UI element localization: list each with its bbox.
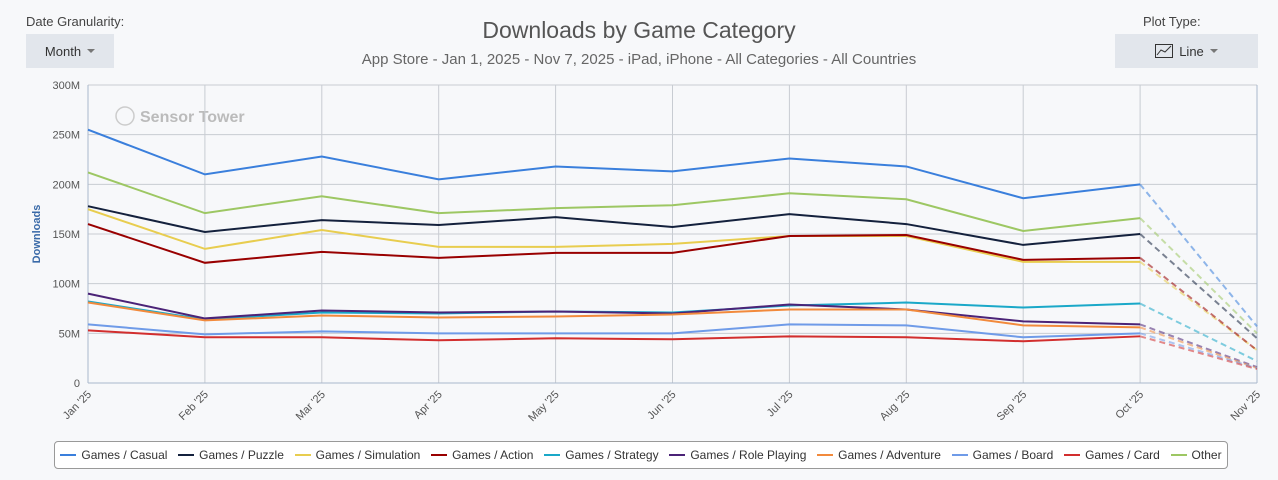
legend-label: Games / Action [452, 448, 534, 462]
legend: Games / Casual Games / Puzzle Games / Simu… [54, 441, 1228, 469]
series-line [87, 205, 1141, 246]
y-axis-label: Downloads [31, 205, 43, 264]
series-line [87, 128, 1141, 200]
legend-label: Games / Adventure [838, 448, 941, 462]
x-tick-label: Nov '25 [1229, 389, 1264, 424]
legend-swatch [544, 454, 561, 456]
legend-swatch [60, 454, 77, 456]
series-partial-line [1139, 302, 1258, 363]
legend-item[interactable]: Games / Strategy [544, 448, 659, 462]
line-chart: Sensor Tower 0 50M 100M 150M 200M 250M 300M Jan … [31, 80, 1264, 424]
legend-swatch [669, 454, 686, 456]
granularity-dropdown[interactable]: Month [26, 34, 114, 68]
x-tick-label: May '25 [526, 389, 561, 424]
series-partial-line [1139, 183, 1258, 328]
series-line [87, 208, 1141, 263]
x-tick-label: Feb '25 [177, 389, 211, 423]
legend-item[interactable]: Games / Casual [60, 448, 167, 462]
y-tick-label: 100M [52, 279, 80, 291]
y-tick-label: 50M [59, 328, 80, 340]
x-tick-label: Jul '25 [765, 389, 796, 420]
series-partial-line [1139, 332, 1258, 370]
legend-swatch [431, 454, 448, 456]
watermark: Sensor Tower [140, 109, 245, 126]
line-chart-icon [1155, 44, 1174, 58]
x-tick-label: Mar '25 [294, 389, 328, 423]
legend-swatch [951, 454, 968, 456]
series-partial-line [1139, 217, 1258, 335]
series-line [87, 223, 1141, 264]
x-tick-label: Jan '25 [61, 389, 94, 422]
legend-item[interactable]: Games / Board [951, 448, 1054, 462]
legend-item[interactable]: Games / Role Playing [669, 448, 806, 462]
plot-type-dropdown[interactable]: Line [1115, 34, 1258, 68]
y-tick-label: 0 [74, 378, 80, 390]
plot-type-label: Plot Type: [1143, 14, 1201, 29]
series-line [87, 292, 1141, 326]
legend-label: Games / Strategy [565, 448, 659, 462]
legend-label: Games / Role Playing [690, 448, 807, 462]
series-line [87, 323, 1141, 339]
legend-label: Games / Board [972, 448, 1054, 462]
x-tick-label: Oct '25 [1113, 389, 1146, 422]
legend-label: Games / Puzzle [199, 448, 284, 462]
granularity-label: Date Granularity: [26, 14, 125, 29]
x-tick-label: Aug '25 [878, 389, 913, 424]
caret-down-icon [87, 49, 96, 53]
granularity-value: Month [44, 43, 82, 59]
plot-type-value: Line [1179, 43, 1204, 59]
legend-swatch [294, 454, 311, 456]
legend-item[interactable]: Games / Puzzle [178, 448, 284, 462]
y-tick-label: 300M [52, 80, 80, 92]
x-tick-label: Apr '25 [412, 389, 445, 422]
chart-title: Downloads by Game Category [482, 17, 796, 43]
legend-item[interactable]: Games / Card [1064, 448, 1160, 462]
y-tick-label: 150M [52, 229, 80, 241]
y-tick-label: 200M [52, 179, 80, 191]
series-partial-line [1139, 257, 1258, 352]
legend-swatch [817, 454, 834, 456]
legend-swatch [178, 454, 195, 456]
series-line [87, 301, 1141, 329]
series-partial-line [1139, 335, 1258, 371]
legend-swatch [1064, 454, 1081, 456]
legend-item[interactable]: Games / Action [431, 448, 533, 462]
caret-down-icon [1209, 49, 1218, 53]
legend-label: Games / Simulation [315, 448, 421, 462]
series-line [87, 171, 1141, 233]
x-tick-label: Jun '25 [645, 389, 678, 422]
legend-label: Games / Card [1085, 448, 1160, 462]
x-tick-label: Sep '25 [995, 389, 1030, 424]
series-partial-line [1139, 323, 1258, 369]
legend-item[interactable]: Games / Simulation [294, 448, 421, 462]
sensor-tower-logo-icon [115, 106, 135, 126]
series-line [87, 329, 1141, 343]
y-tick-label: 250M [52, 130, 80, 142]
legend-label: Other [1191, 448, 1222, 462]
series-partial-line [1139, 233, 1258, 340]
chart-subtitle: App Store - Jan 1, 2025 - Nov 7, 2025 - … [361, 51, 917, 68]
legend-label: Games / Casual [81, 448, 168, 462]
legend-item[interactable]: Other [1170, 448, 1222, 462]
legend-swatch [1170, 454, 1187, 456]
legend-item[interactable]: Games / Adventure [817, 448, 941, 462]
